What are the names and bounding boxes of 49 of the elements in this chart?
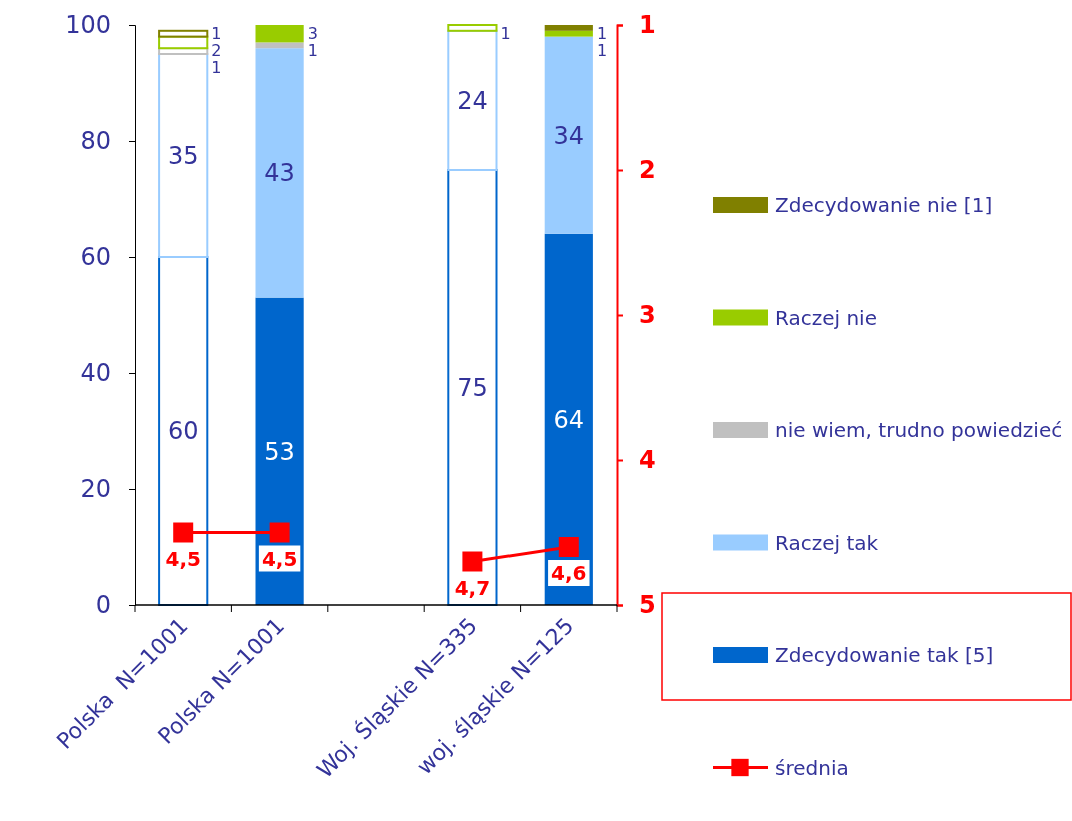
- y2-tick-label: 4: [639, 446, 656, 475]
- data-label: 1: [596, 40, 608, 60]
- data-label: 60: [167, 417, 199, 446]
- data-label: 1: [211, 57, 222, 77]
- bar: [544, 233, 593, 605]
- data-label: 2: [211, 40, 222, 60]
- data-label: 1: [500, 23, 511, 43]
- data-label: 4,6: [551, 561, 587, 585]
- y2-tick-label: 2: [639, 156, 656, 185]
- y-tick-label: 80: [80, 127, 111, 156]
- legend-label: Raczej nie: [775, 305, 877, 330]
- bar: [255, 25, 304, 43]
- y-tick-label: 60: [80, 243, 111, 272]
- data-label: 34: [553, 121, 585, 150]
- y-tick-label: 40: [80, 359, 111, 388]
- data-label: 53: [264, 437, 295, 466]
- bar: [544, 25, 593, 31]
- data-label: 75: [457, 373, 488, 402]
- bar: [255, 42, 304, 49]
- legend-label: nie wiem, trudno powiedzieć: [775, 418, 1063, 442]
- data-label: 3: [307, 23, 318, 43]
- data-label: 4,7: [454, 575, 491, 600]
- y2-tick-label: 5: [639, 591, 656, 620]
- legend-label: Zdecydowanie nie [1]: [775, 193, 993, 217]
- data-label: 43: [264, 159, 295, 188]
- data-label: 4,5: [165, 546, 201, 571]
- y2-tick-label: 1: [639, 11, 656, 40]
- data-label: 1: [307, 40, 318, 60]
- legend-label: średnia: [775, 755, 849, 780]
- bar: [255, 48, 304, 298]
- point: [558, 537, 579, 557]
- bar: [544, 30, 593, 37]
- data-label: 4,5: [261, 546, 298, 571]
- point: [462, 551, 483, 572]
- data-label: 1: [596, 23, 608, 43]
- data-label: 24: [457, 86, 488, 115]
- y-tick-label: 0: [95, 591, 111, 620]
- y-tick-label: 20: [80, 475, 111, 504]
- data-label: 1: [211, 23, 222, 43]
- point: [173, 522, 194, 543]
- y-tick-label: 100: [65, 11, 111, 40]
- bar: [544, 36, 593, 234]
- point: [269, 522, 290, 543]
- legend-label: Zdecydowanie tak [5]: [775, 643, 994, 667]
- y2-tick-label: 3: [639, 301, 656, 330]
- legend-label: Raczej tak: [775, 530, 879, 555]
- data-label: 35: [167, 141, 199, 170]
- bar: [255, 297, 304, 605]
- data-label: 64: [553, 405, 585, 434]
